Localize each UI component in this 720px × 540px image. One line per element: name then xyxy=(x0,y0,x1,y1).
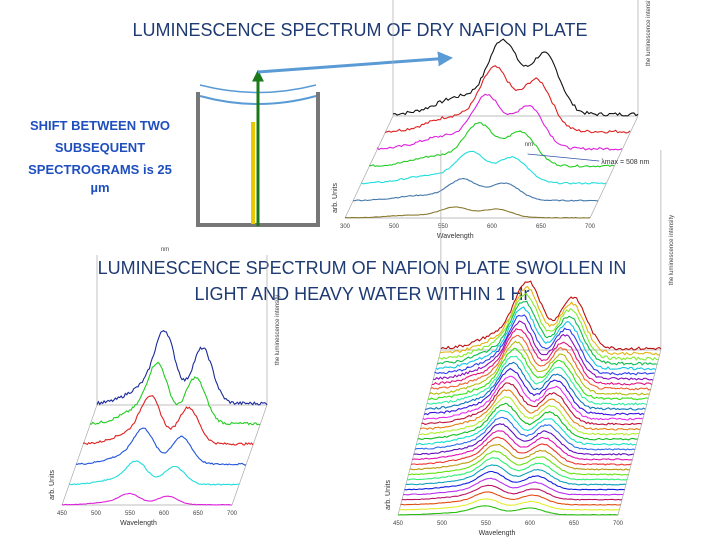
spectrum-curve xyxy=(384,65,631,134)
y-axis-label: arb. Units xyxy=(332,183,339,213)
spectrum-curve xyxy=(410,436,632,466)
spectrum-curve xyxy=(75,427,247,466)
spectrum-curve xyxy=(432,320,654,381)
spectrum-curve xyxy=(419,389,641,431)
spectrum-curve xyxy=(440,280,662,351)
spectrum-curve xyxy=(416,409,637,446)
spectrum-curve xyxy=(403,477,624,496)
spectrum-curve xyxy=(376,93,623,151)
spectrum-curve xyxy=(412,430,633,461)
spectrum-curve xyxy=(400,491,621,506)
spectrum-curve xyxy=(417,402,638,441)
spectrum-curve xyxy=(96,330,268,406)
x-tick-label: 550 xyxy=(125,511,136,517)
spectrum-curve xyxy=(439,285,660,356)
note-line: SUBSEQUENT xyxy=(55,140,145,155)
spectrum-curve xyxy=(344,206,591,219)
x-axis-label: Wavelength xyxy=(479,530,516,537)
y-axis-label: arb. Units xyxy=(49,470,56,500)
x-tick-label: 600 xyxy=(159,511,170,517)
unit-label: nm xyxy=(525,142,533,148)
spectrum-figure: 300 500 550 600 650 700 Wavelength arb. Units th… xyxy=(332,0,652,240)
spectrum-curve xyxy=(422,375,643,421)
x-tick-label: 300 xyxy=(340,224,351,230)
x-tick-label: 700 xyxy=(585,224,596,230)
x-tick-label: 600 xyxy=(487,224,498,230)
spectrum-curve xyxy=(409,443,630,471)
spectrum-curve xyxy=(401,484,622,501)
z-axis-label: the luminescence intensity xyxy=(669,215,675,285)
subtitle: LIGHT AND HEAVY WATER WITHIN 1 Hr xyxy=(194,284,529,304)
peak-pointer xyxy=(527,153,600,162)
spectrum-curve xyxy=(61,492,232,506)
spectrum-curve xyxy=(436,300,658,366)
spectrum-curve xyxy=(431,328,653,386)
z-axis-label: the luminescence intensity xyxy=(275,295,281,365)
spectrum-curve xyxy=(438,293,659,361)
y-axis-label: arb. Units xyxy=(385,480,392,510)
spectrum-curve xyxy=(369,122,615,168)
spectrum-figure: 450 500 550 600 650 700 Wavelength arb. Units th… xyxy=(385,142,675,537)
spectrum-curve xyxy=(425,361,646,411)
spectrum-curve xyxy=(434,314,655,376)
spectrum-curve xyxy=(435,306,656,371)
x-tick-label: 550 xyxy=(438,224,449,230)
spectrum-curve xyxy=(353,177,599,202)
spectrum-curve xyxy=(399,498,620,511)
x-tick-label: 500 xyxy=(389,224,400,230)
spectrum-curve xyxy=(82,394,254,446)
note-line: SPECTROGRAMS is 25 xyxy=(28,162,172,177)
spectrum-curve xyxy=(421,382,642,426)
x-tick-label: 600 xyxy=(525,521,536,527)
frame xyxy=(397,150,662,516)
link-arrow xyxy=(257,51,453,74)
spectrum-curve xyxy=(404,470,625,491)
spectrum-curve xyxy=(430,334,651,391)
note-line: SHIFT BETWEEN TWO xyxy=(30,118,170,133)
spectrum-curve xyxy=(428,340,650,396)
spectrum-curve xyxy=(89,361,261,426)
spectrum-curve xyxy=(413,423,634,456)
unit-label: nm xyxy=(161,247,169,253)
z-axis-label: the luminescence intensity xyxy=(646,0,652,66)
peak-label: λmax = 508 nm xyxy=(601,159,649,166)
x-tick-label: 650 xyxy=(536,224,547,230)
x-tick-label: 550 xyxy=(481,521,492,527)
x-tick-label: 450 xyxy=(393,521,404,527)
spectrum-curve xyxy=(418,396,639,436)
x-tick-label: 700 xyxy=(227,511,238,517)
spectrum-curve xyxy=(426,355,647,406)
x-tick-label: 500 xyxy=(91,511,102,517)
spectrum-figure: 450 500 550 600 650 700 Wavelength arb. Units th… xyxy=(49,247,281,527)
spectrum-curve xyxy=(414,416,636,451)
spectrum-curve xyxy=(69,460,240,486)
spectrum-curve xyxy=(423,367,645,416)
spectrum-curve xyxy=(398,505,619,516)
spectrum-curve xyxy=(360,150,607,185)
spectrum-curve xyxy=(408,450,629,476)
x-axis-label: Wavelength xyxy=(120,520,157,527)
note-line: µm xyxy=(90,180,109,195)
title: LUMINESCENCE SPECTRUM OF DRY NAFION PLAT… xyxy=(132,20,587,40)
x-tick-label: 650 xyxy=(569,521,580,527)
x-tick-label: 650 xyxy=(193,511,204,517)
x-tick-label: 700 xyxy=(613,521,624,527)
spectrum-curve xyxy=(407,457,628,481)
subtitle: LUMINESCENCE SPECTRUM OF NAFION PLATE SW… xyxy=(98,258,627,278)
spectrum-curve xyxy=(405,464,626,486)
x-tick-label: 450 xyxy=(57,511,68,517)
x-tick-label: 500 xyxy=(437,521,448,527)
x-axis-label: Wavelength xyxy=(437,233,474,240)
spectrum-curve xyxy=(427,347,648,401)
spectrum-curve xyxy=(392,38,639,117)
